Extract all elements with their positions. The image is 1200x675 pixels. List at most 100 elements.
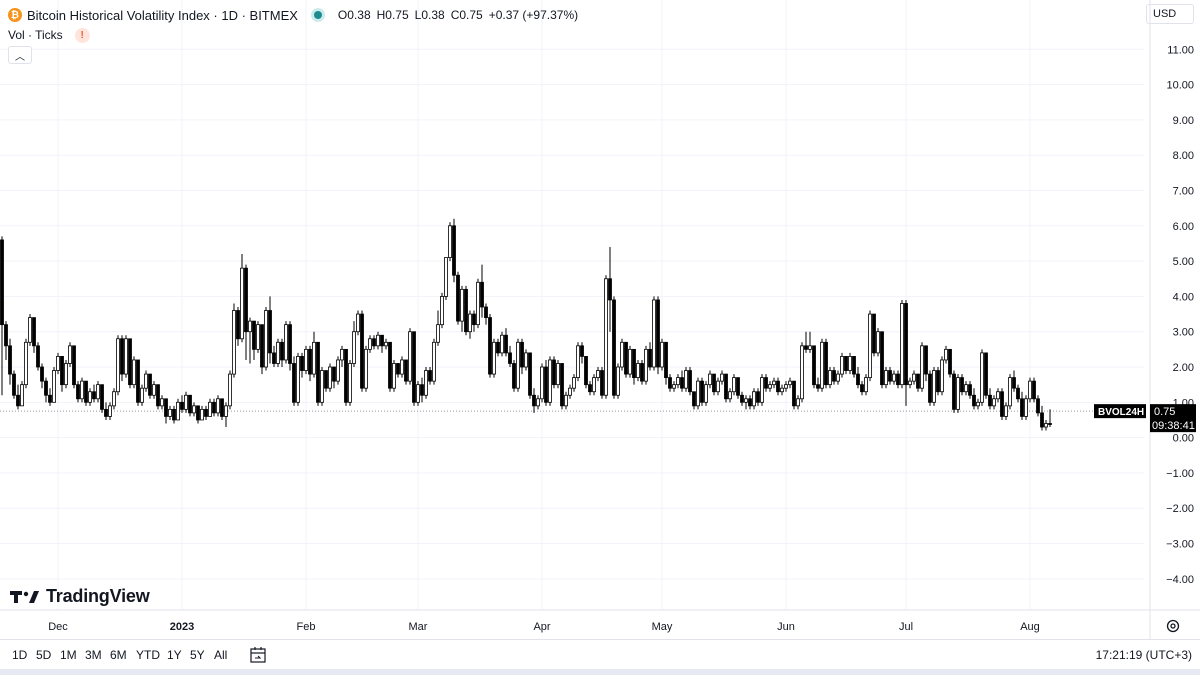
symbol-title[interactable]: Bitcoin Historical Volatility Index · 1D…	[27, 7, 298, 23]
candle	[60, 356, 64, 392]
candle	[264, 307, 268, 371]
candle	[932, 367, 936, 406]
candle	[12, 370, 16, 399]
candle	[1048, 409, 1052, 428]
candle	[716, 377, 720, 396]
warning-icon[interactable]: !	[74, 27, 90, 43]
range-5y[interactable]: 5Y	[190, 648, 205, 662]
candle	[400, 356, 404, 378]
range-1m[interactable]: 1M	[60, 648, 77, 662]
candle	[536, 395, 540, 410]
candle	[348, 359, 352, 406]
candle	[208, 398, 212, 417]
candle	[980, 349, 984, 406]
calendar-goto-icon[interactable]	[249, 646, 267, 664]
range-6m[interactable]: 6M	[110, 648, 127, 662]
candle	[708, 370, 712, 389]
range-1d[interactable]: 1D	[12, 648, 28, 662]
candle	[984, 352, 988, 399]
candle	[616, 363, 620, 399]
candle	[528, 352, 532, 399]
candle	[136, 359, 140, 406]
candle	[336, 356, 340, 385]
candle	[404, 359, 408, 385]
candle	[232, 303, 236, 378]
candle	[104, 402, 108, 420]
candle	[440, 292, 444, 329]
candle	[160, 395, 164, 410]
range-1y[interactable]: 1Y	[167, 648, 182, 662]
candle	[732, 374, 736, 396]
candle	[112, 388, 116, 410]
candle	[1040, 405, 1044, 431]
candle	[24, 338, 28, 389]
candle	[836, 370, 840, 385]
indicator-label[interactable]: Vol · Ticks	[8, 28, 63, 42]
candle	[880, 331, 884, 389]
candle	[824, 338, 828, 389]
candle	[644, 345, 648, 385]
indicator-row: Vol · Ticks !	[8, 27, 90, 43]
candle	[356, 310, 360, 336]
clock-timezone[interactable]: 17:21:19 (UTC+3)	[1095, 648, 1192, 662]
candle	[572, 374, 576, 392]
range-all[interactable]: All	[214, 648, 228, 662]
candle	[808, 331, 812, 353]
candle	[588, 381, 592, 396]
candle	[664, 341, 668, 385]
candle	[844, 356, 848, 375]
chevron-up-icon[interactable]: ︿	[8, 46, 32, 64]
candle	[452, 218, 456, 283]
y-tick-label: −1.00	[1166, 468, 1194, 480]
y-tick-label: 8.00	[1173, 150, 1194, 162]
candle	[628, 345, 632, 378]
candle	[20, 381, 24, 407]
candle	[472, 310, 476, 332]
y-tick-label: 4.00	[1173, 291, 1194, 303]
range-5d[interactable]: 5D	[36, 648, 52, 662]
candle	[904, 299, 908, 406]
x-tick-label: Jul	[899, 621, 913, 633]
candle	[668, 374, 672, 392]
candle	[1024, 395, 1028, 420]
candle	[416, 381, 420, 406]
candle	[1008, 374, 1012, 410]
candle	[592, 374, 596, 396]
range-3m[interactable]: 3M	[85, 648, 102, 662]
range-ytd[interactable]: YTD	[136, 648, 160, 662]
currency-selector[interactable]: USD	[1146, 4, 1194, 24]
last-price-label: BVOL24H 0.75 09:38:41	[1094, 404, 1196, 433]
candle	[612, 296, 616, 399]
gear-icon[interactable]	[1165, 618, 1181, 634]
candle	[48, 388, 52, 406]
tradingview-logo[interactable]: TradingView	[10, 586, 150, 607]
candle	[948, 348, 952, 378]
status-dot-icon	[313, 11, 322, 19]
candle	[276, 338, 280, 368]
candle	[0, 236, 4, 396]
price-axis: 11.00 10.00 9.00 8.00 7.00 6.00 5.00 4.00 3.00 2.…	[1166, 44, 1194, 586]
candle	[756, 388, 760, 406]
candle	[448, 222, 452, 262]
y-tick-label: 0.00	[1173, 433, 1194, 445]
candle	[484, 303, 488, 325]
candle	[80, 377, 84, 403]
candle	[300, 352, 304, 378]
candle	[332, 366, 336, 389]
candle	[600, 367, 604, 399]
candle	[16, 384, 20, 410]
candle	[704, 381, 708, 406]
candle	[328, 363, 332, 392]
candle	[648, 342, 652, 371]
price-chart[interactable]: 11.00 10.00 9.00 8.00 7.00 6.00 5.00 4.00 3.00 2.…	[0, 0, 1200, 640]
x-tick-label: Apr	[533, 621, 550, 633]
candle	[316, 341, 320, 406]
candle	[456, 271, 460, 325]
candle	[804, 331, 808, 353]
candle	[68, 342, 72, 368]
x-tick-label: Dec	[48, 621, 68, 633]
candle	[688, 367, 692, 396]
candle	[84, 380, 88, 406]
y-tick-label: 10.00	[1166, 80, 1194, 92]
x-tick-label: Jun	[777, 621, 795, 633]
